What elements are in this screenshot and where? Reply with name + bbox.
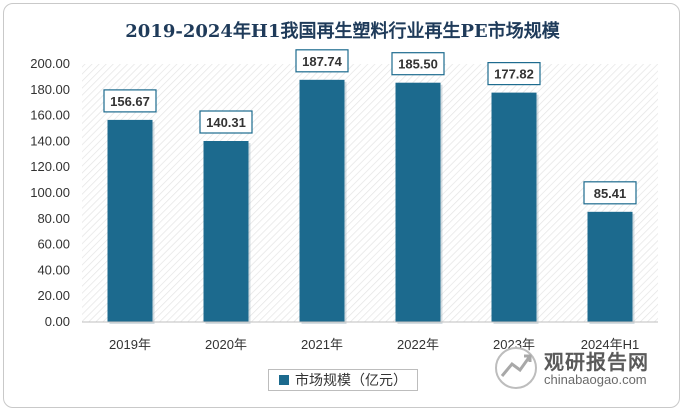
plot-area: [82, 64, 658, 322]
data-label-box: [487, 62, 541, 86]
x-tick-label: 2023年: [493, 337, 535, 352]
y-axis-ticks: 0.00 20.00 40.00 60.00 80.00 100.00 120.00 140.…: [30, 56, 70, 329]
y-tick-label: 160.00: [30, 108, 70, 123]
data-labels: 156.67 140.31 187.74 185.50 177.82 85.41: [103, 49, 637, 205]
data-label-box: [295, 49, 349, 73]
chart-title: 2019-2024年H1我国再生塑料行业再生PE市场规模: [125, 21, 560, 42]
data-label: 177.82: [494, 67, 534, 82]
y-tick-label: 120.00: [30, 159, 70, 174]
bar: [203, 141, 249, 322]
y-tick-label: 180.00: [30, 82, 70, 97]
y-tick-label: 100.00: [30, 185, 70, 200]
data-label: 185.50: [398, 57, 438, 72]
y-tick-label: 60.00: [37, 237, 70, 252]
x-tick-label: 2022年: [397, 337, 439, 352]
data-label: 187.74: [302, 54, 343, 69]
x-tick-label: 2020年: [205, 337, 247, 352]
y-tick-label: 40.00: [37, 262, 70, 277]
logo-icon: [495, 347, 537, 389]
bar: [491, 92, 537, 322]
bar: [587, 211, 633, 322]
y-tick-label: 200.00: [30, 56, 70, 71]
y-tick-label: 80.00: [37, 211, 70, 226]
watermark-name: 观研报告网: [544, 350, 649, 374]
x-axis-labels: 2019年 2020年 2021年 2022年 2023年 2024年H1: [109, 337, 639, 352]
bars: [107, 79, 635, 325]
data-label-box: [583, 181, 637, 205]
x-tick-label: 2021年: [301, 337, 343, 352]
bar: [107, 119, 153, 323]
y-tick-label: 140.00: [30, 133, 70, 148]
bar: [299, 79, 345, 322]
data-label-box: [103, 89, 157, 113]
data-label: 85.41: [594, 186, 627, 201]
y-tick-label: 0.00: [45, 314, 70, 329]
data-label-box: [391, 52, 445, 76]
legend-swatch: [279, 375, 289, 385]
x-tick-label: 2024年H1: [581, 337, 640, 352]
legend-label: 市场规模（亿元）: [295, 372, 407, 388]
y-tick-label: 20.00: [37, 288, 70, 303]
legend: 市场规模（亿元）: [268, 369, 418, 391]
bar: [395, 82, 441, 322]
watermark-url: chinabaogao.com: [544, 372, 647, 387]
data-label: 140.31: [206, 115, 246, 130]
data-label-box: [199, 110, 253, 134]
x-tick-label: 2019年: [109, 337, 151, 352]
data-label: 156.67: [110, 94, 150, 109]
watermark-logo: 观研报告网 chinabaogao.com: [492, 344, 672, 394]
